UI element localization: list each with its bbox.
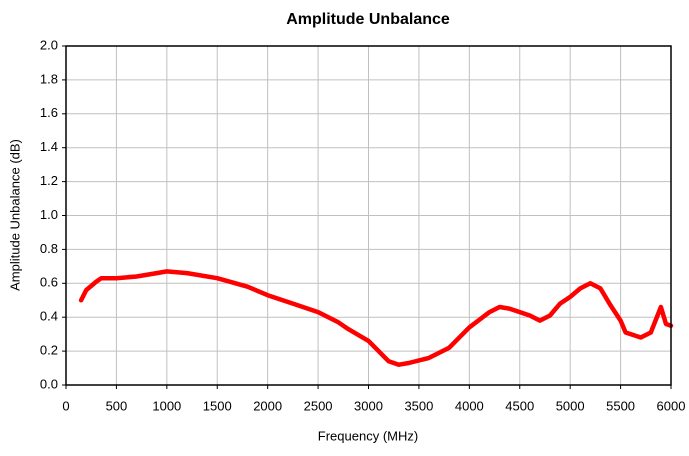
x-tick-label: 2500 [304,398,333,413]
y-tick-label: 0.6 [40,275,58,290]
y-tick-label: 0.0 [40,376,58,391]
x-tick-label: 0 [62,398,69,413]
chart-title: Amplitude Unbalance [286,11,450,28]
y-axis-label: Amplitude Unbalance (dB) [7,139,22,291]
x-tick-label: 4000 [455,398,484,413]
y-tick-label: 1.6 [40,105,58,120]
x-tick-label: 3500 [404,398,433,413]
y-tick-label: 1.2 [40,173,58,188]
grid [65,45,672,386]
x-tick-label: 1500 [203,398,232,413]
plot [78,269,674,367]
x-tick-label: 2000 [253,398,282,413]
y-tick-label: 0.4 [40,309,58,324]
y-tick-label: 1.4 [40,139,58,154]
y-tick-label: 0.8 [40,241,58,256]
y-tick-label: 2.0 [40,37,58,52]
x-tick-label: 4500 [505,398,534,413]
y-tick-label: 0.2 [40,343,58,358]
x-axis-label: Frequency (MHz) [318,428,418,443]
x-tick-label: 5000 [556,398,585,413]
x-tick-label: 3000 [354,398,383,413]
x-tick-label: 500 [106,398,128,413]
x-tick-label: 1000 [152,398,181,413]
y-tick-label: 1.8 [40,71,58,86]
y-tick-label: 1.0 [40,207,58,222]
x-tick-label: 6000 [657,398,686,413]
x-tick-label: 5500 [606,398,635,413]
data-line [78,269,674,367]
